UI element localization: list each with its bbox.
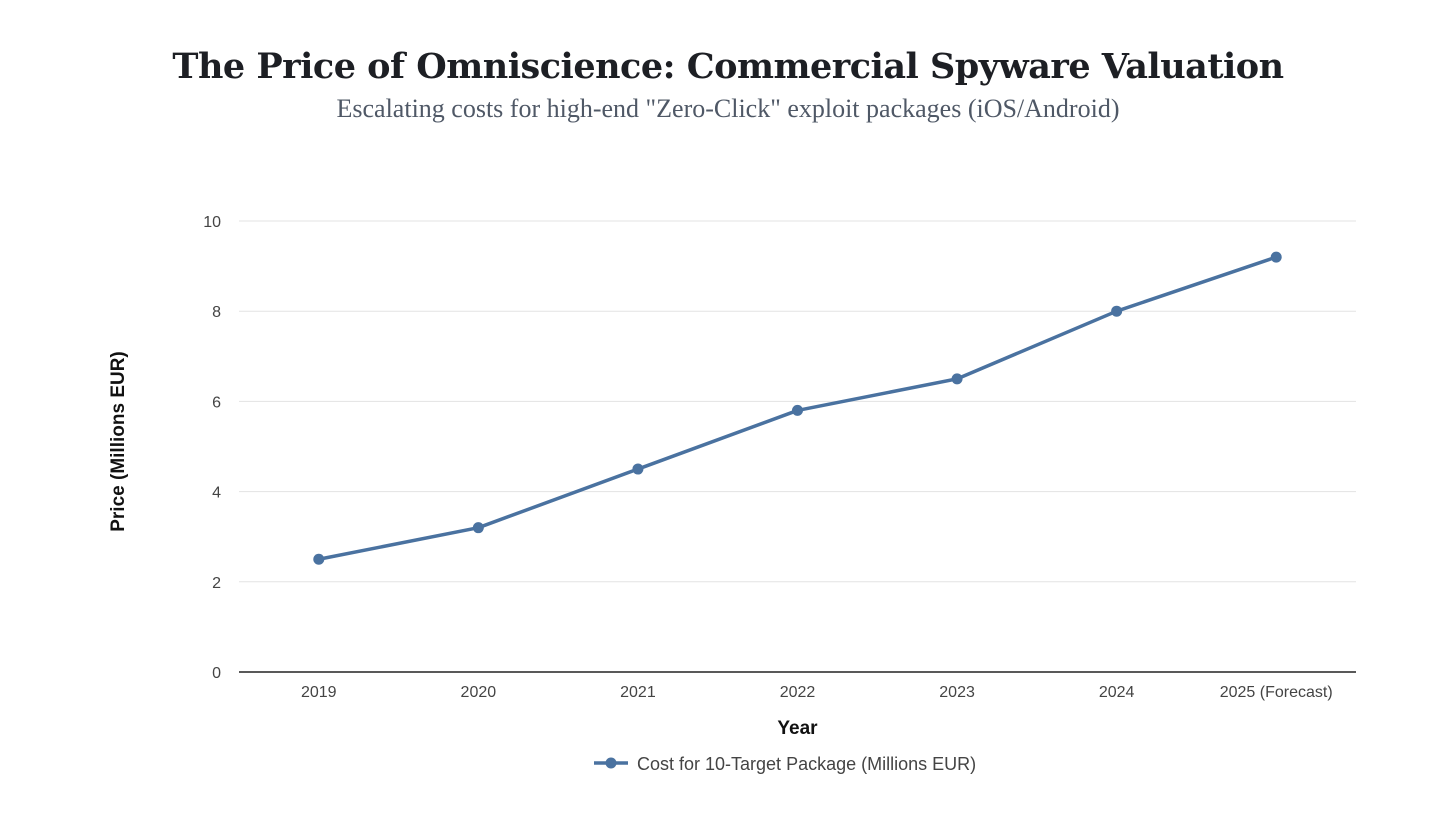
x-tick-label-0: 2019 [301, 684, 337, 701]
data-point-2025 [1270, 251, 1282, 263]
data-point-2022 [792, 404, 803, 416]
legend-label: Cost for 10-Target Package (Millions EUR… [637, 754, 976, 774]
y-tick-label-2: 2 [212, 575, 221, 592]
gridlines [239, 220, 1356, 583]
series-layer [313, 251, 1282, 565]
x-axis-ticks: 2019 2020 2021 2022 2023 2024 2025 (Forecast) [301, 684, 1333, 701]
x-tick-label-1: 2020 [461, 684, 497, 701]
data-point-2019 [313, 553, 325, 565]
x-axis-title: Year [777, 718, 818, 739]
y-tick-label-8: 8 [212, 304, 221, 321]
legend[interactable]: Cost for 10-Target Package (Millions EUR… [594, 754, 976, 774]
x-tick-label-5: 2024 [1099, 684, 1135, 701]
y-axis-ticks: 0 2 4 6 8 10 [203, 214, 221, 682]
y-axis-title: Price (Millions EUR) [108, 351, 129, 532]
data-point-2020 [472, 522, 484, 534]
data-point-2023 [951, 373, 963, 385]
chart-subtitle: Escalating costs for high-end "Zero-Clic… [336, 94, 1120, 123]
y-tick-label-6: 6 [212, 394, 221, 411]
y-tick-label-4: 4 [212, 485, 221, 502]
chart-title: The Price of Omniscience: Commercial Spy… [172, 46, 1284, 87]
x-tick-label-2: 2021 [620, 684, 656, 701]
data-point-2021 [632, 463, 644, 475]
legend-swatch-marker [605, 757, 617, 769]
x-tick-label-3: 2022 [780, 684, 816, 701]
y-tick-label-10: 10 [203, 214, 221, 231]
x-tick-label-4: 2023 [939, 684, 975, 701]
data-point-2024 [1111, 305, 1123, 317]
x-tick-label-6: 2025 (Forecast) [1220, 684, 1333, 701]
y-tick-label-0: 0 [212, 665, 221, 682]
